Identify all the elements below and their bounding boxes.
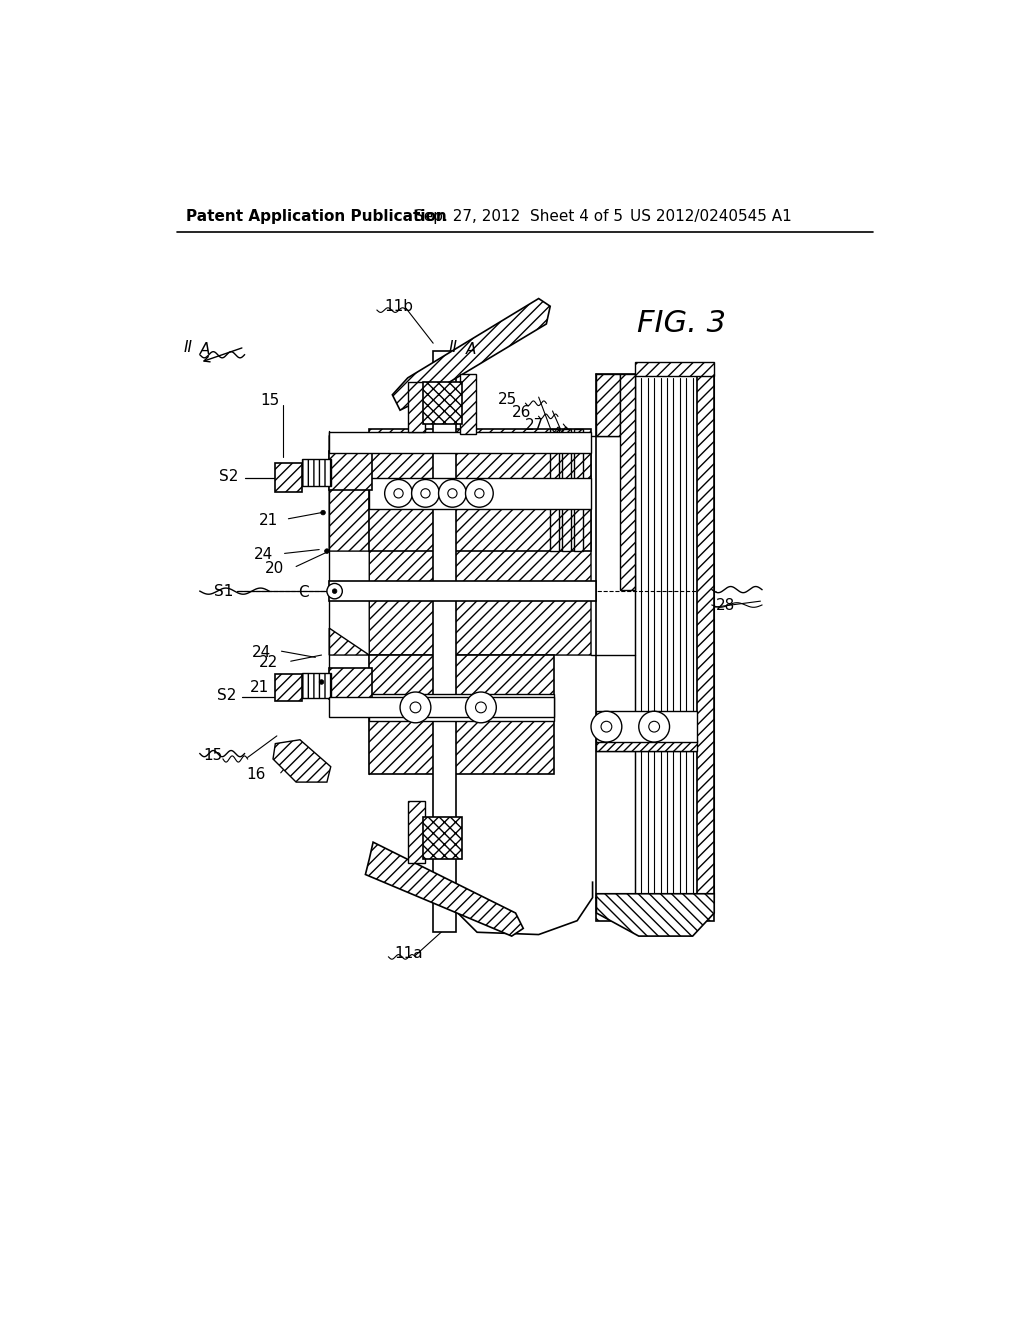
Circle shape (385, 479, 413, 507)
Circle shape (410, 702, 421, 713)
Text: II: II (449, 339, 458, 355)
Bar (562, 429, 571, 552)
Bar (408, 381, 425, 432)
Circle shape (601, 721, 611, 733)
Circle shape (412, 479, 439, 507)
Bar (330, 668, 372, 700)
Text: FIG. 3: FIG. 3 (637, 309, 726, 338)
Bar (596, 374, 620, 436)
Text: 15: 15 (261, 393, 280, 408)
Circle shape (327, 583, 342, 599)
Circle shape (400, 692, 431, 723)
Bar (596, 711, 696, 742)
Text: 24: 24 (252, 645, 270, 660)
Bar (370, 655, 554, 775)
Text: 26: 26 (512, 405, 531, 420)
Bar (423, 381, 462, 424)
Polygon shape (366, 842, 523, 936)
Polygon shape (273, 739, 331, 781)
Text: 11b: 11b (385, 298, 414, 314)
Circle shape (438, 479, 466, 507)
Text: 20: 20 (265, 561, 285, 577)
Text: S2: S2 (217, 688, 237, 704)
Text: A: A (466, 342, 476, 356)
Circle shape (466, 692, 497, 723)
Text: 11a: 11a (394, 946, 423, 961)
Bar (635, 363, 714, 376)
Bar (596, 898, 714, 921)
Bar (370, 478, 591, 508)
Circle shape (325, 549, 330, 553)
Bar (275, 462, 302, 492)
Bar (620, 374, 635, 590)
Bar (275, 675, 302, 701)
Bar (550, 429, 559, 552)
Text: 22: 22 (259, 655, 279, 671)
Circle shape (466, 479, 494, 507)
Bar (330, 697, 554, 717)
Polygon shape (392, 298, 550, 411)
Bar (460, 374, 475, 434)
Text: 15: 15 (204, 747, 223, 763)
Text: Patent Application Publication: Patent Application Publication (186, 209, 446, 223)
Text: A: A (200, 342, 210, 356)
Text: S1: S1 (214, 583, 233, 599)
Text: C: C (299, 585, 309, 601)
Bar (330, 451, 372, 490)
Bar (696, 374, 714, 898)
Circle shape (333, 589, 337, 594)
Circle shape (321, 511, 326, 515)
Bar (330, 432, 591, 453)
Bar (596, 739, 696, 751)
Text: 25: 25 (498, 392, 517, 407)
Text: II: II (183, 339, 193, 355)
Circle shape (475, 488, 484, 498)
Text: 24: 24 (254, 548, 273, 562)
Circle shape (649, 721, 659, 733)
Polygon shape (330, 436, 547, 552)
Circle shape (475, 702, 486, 713)
Bar (330, 581, 596, 601)
Text: S2: S2 (219, 469, 239, 484)
Text: 21: 21 (250, 680, 269, 694)
Circle shape (394, 488, 403, 498)
Polygon shape (370, 436, 591, 655)
Bar (574, 429, 584, 552)
Circle shape (639, 711, 670, 742)
Text: 16: 16 (246, 767, 265, 781)
Bar (370, 429, 591, 552)
Text: Sep. 27, 2012  Sheet 4 of 5: Sep. 27, 2012 Sheet 4 of 5 (414, 209, 623, 223)
Text: 21: 21 (259, 512, 279, 528)
Bar (423, 817, 462, 859)
Bar (301, 459, 331, 486)
Bar (433, 351, 457, 932)
Bar (301, 673, 331, 698)
Text: 28: 28 (716, 598, 735, 612)
Polygon shape (330, 628, 547, 655)
Circle shape (421, 488, 430, 498)
Text: US 2012/0240545 A1: US 2012/0240545 A1 (630, 209, 792, 223)
Circle shape (591, 711, 622, 742)
Bar (370, 693, 554, 721)
Circle shape (447, 488, 457, 498)
Polygon shape (596, 894, 714, 936)
Bar (408, 801, 425, 863)
Circle shape (319, 680, 324, 684)
Text: 27: 27 (524, 418, 544, 433)
